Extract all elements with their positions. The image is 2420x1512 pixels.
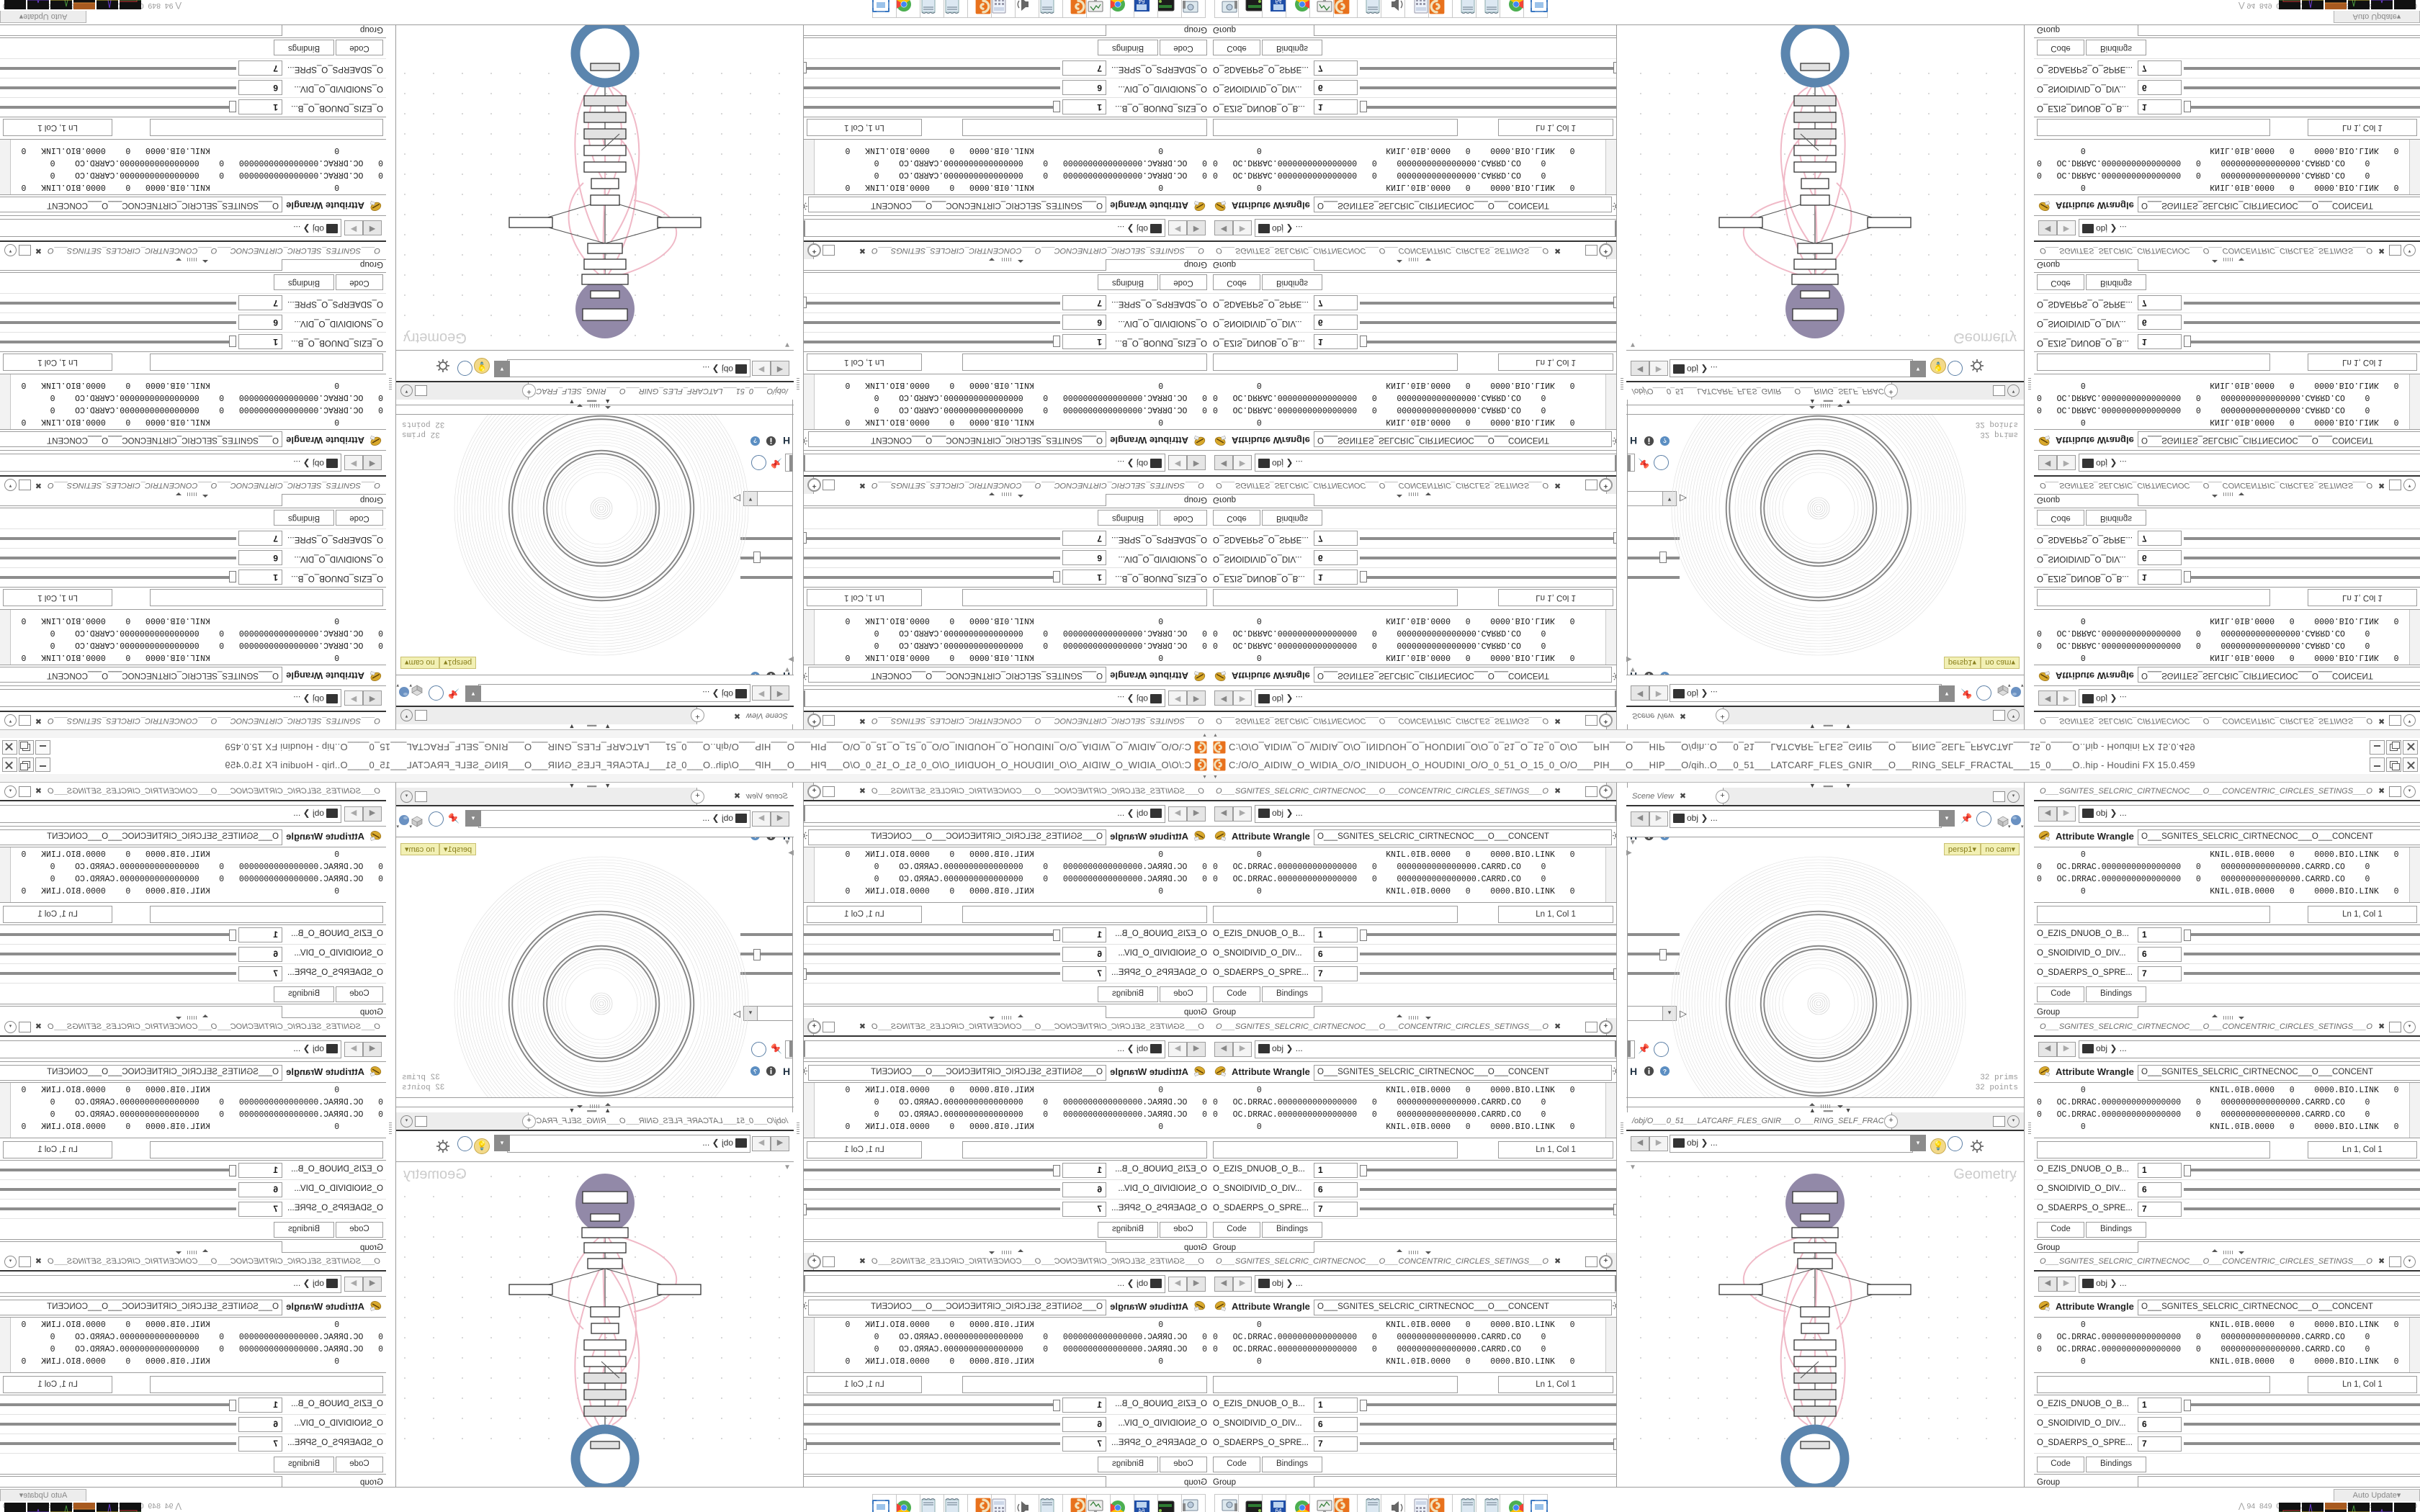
svg-text:64: 64: [1138, 1508, 1144, 1512]
svg-text:▾: ▾: [396, 824, 399, 829]
svg-text:▾: ▾: [396, 683, 399, 688]
svg-text:64: 64: [1138, 0, 1144, 4]
svg-text:64: 64: [1276, 0, 1282, 4]
svg-text:64: 64: [1276, 1508, 1282, 1512]
